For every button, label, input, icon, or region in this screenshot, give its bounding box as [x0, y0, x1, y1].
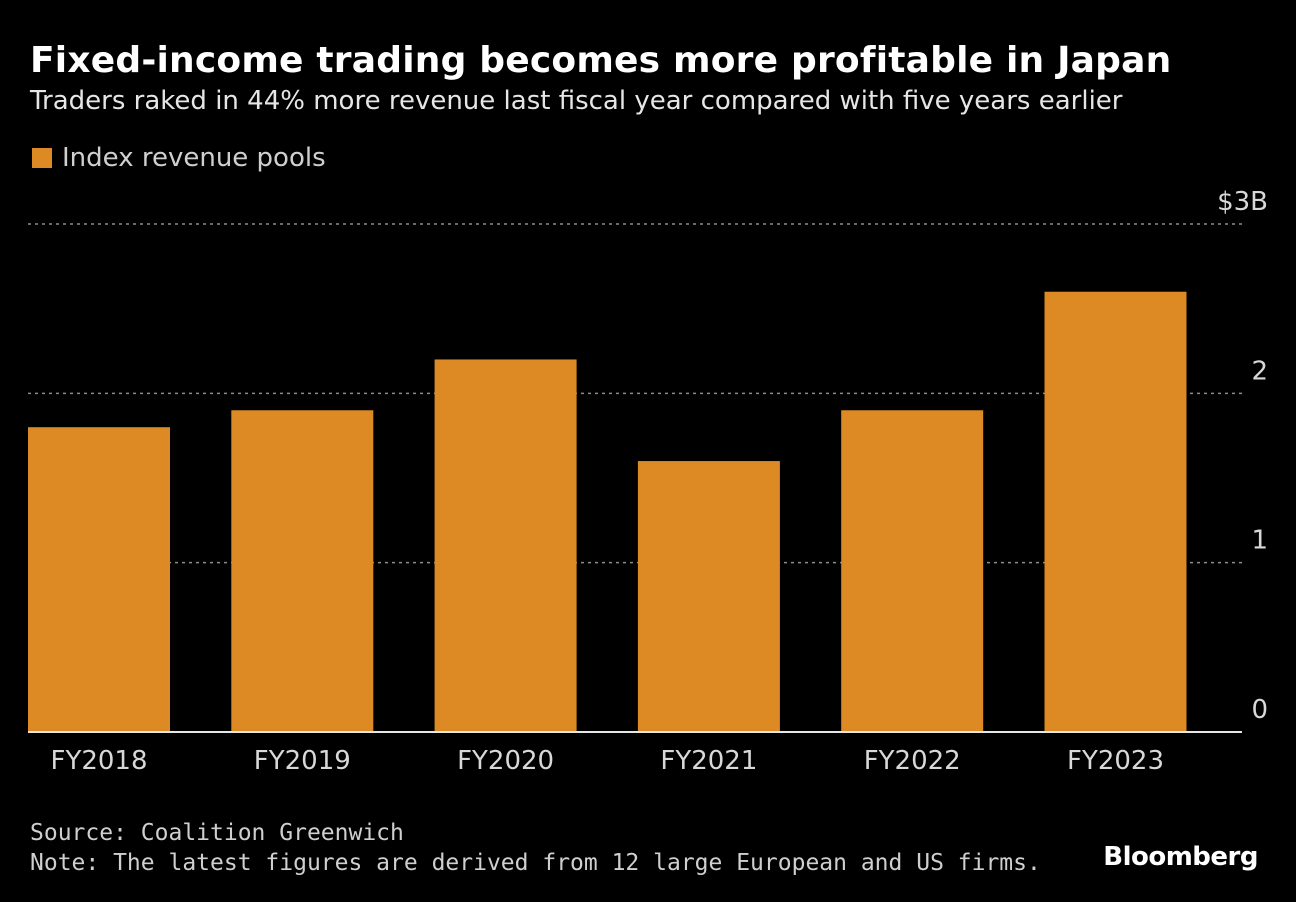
chart-subtitle: Traders raked in 44% more revenue last f…	[30, 86, 1123, 116]
x-tick-label-fy2019: FY2019	[254, 746, 351, 776]
note-text: Note: The latest figures are derived fro…	[30, 850, 1041, 876]
legend: Index revenue pools	[32, 143, 326, 173]
bar-layer	[28, 291, 1187, 732]
bar-fy2022	[841, 410, 984, 732]
y-tick-label-3: $3B	[1217, 187, 1268, 217]
axis-layer: 0 1 2 $3B FY2018 FY2019 FY2020 FY2021 FY2022 FY20…	[28, 187, 1268, 776]
bar-fy2021	[637, 461, 780, 732]
bloomberg-logo: Bloomberg	[1103, 842, 1258, 872]
y-tick-label-2: 2	[1251, 356, 1268, 386]
bar-fy2023	[1044, 291, 1187, 732]
y-tick-label-0: 0	[1251, 695, 1268, 725]
x-tick-label-fy2021: FY2021	[660, 746, 757, 776]
bar-fy2018	[28, 427, 170, 732]
footer: Source: Coalition Greenwich Note: The la…	[30, 818, 1041, 878]
x-tick-label-fy2022: FY2022	[864, 746, 961, 776]
y-tick-label-1: 1	[1251, 526, 1268, 556]
chart-title: Fixed-income trading becomes more profit…	[30, 40, 1172, 81]
bar-fy2019	[231, 410, 374, 732]
source-text: Source: Coalition Greenwich	[30, 820, 404, 846]
bar-fy2020	[434, 359, 577, 732]
legend-label: Index revenue pools	[62, 143, 326, 173]
x-tick-label-fy2023: FY2023	[1067, 746, 1164, 776]
x-tick-label-fy2018: FY2018	[50, 746, 147, 776]
legend-swatch	[32, 148, 52, 168]
x-tick-label-fy2020: FY2020	[457, 746, 554, 776]
